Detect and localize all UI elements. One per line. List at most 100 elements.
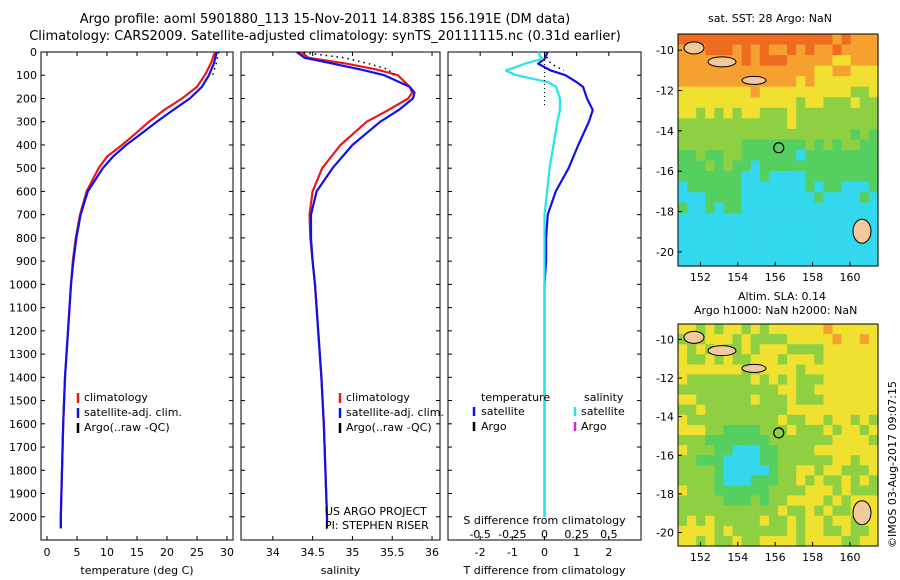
- sla-map-cell: [759, 374, 770, 386]
- sst-map-cell: [768, 244, 779, 256]
- sla-map-cell: [823, 535, 834, 547]
- title-line-2: Climatology: CARS2009. Satellite-adjuste…: [29, 29, 621, 44]
- sst-map-cell: [778, 128, 788, 140]
- sst-map-cell: [832, 160, 843, 172]
- sla-map-cell: [741, 475, 752, 487]
- ytick-label: 1000: [9, 278, 37, 291]
- sla-map-island: [741, 363, 767, 373]
- sst-map-cell: [805, 192, 815, 204]
- sst-map-cell: [714, 65, 725, 77]
- sla-map-cell: [841, 404, 852, 416]
- sst-map-cell: [796, 150, 806, 162]
- sst-map-cell: [832, 150, 843, 162]
- sst-map-ytick-label: -14: [656, 125, 674, 138]
- sla-map-cell: [732, 384, 743, 396]
- sst-map-cell: [850, 118, 861, 130]
- series-salinity-2: [298, 51, 395, 76]
- sst-map-cell: [805, 255, 815, 267]
- sst-map-cell: [832, 76, 843, 88]
- sst-map-cell: [859, 86, 870, 98]
- sst-map-cell: [787, 44, 797, 56]
- sla-map-cell: [805, 324, 815, 335]
- sla-map-cell: [732, 435, 743, 446]
- sst-map-cell: [778, 65, 788, 77]
- sst-map-cell: [841, 181, 852, 193]
- sla-map-cell: [796, 414, 806, 426]
- sst-map-cell: [868, 150, 879, 162]
- sla-map-cell: [759, 475, 770, 487]
- sal-legend-label: satellite-adj. clim.: [346, 406, 444, 419]
- sst-map-cell: [832, 244, 843, 256]
- sla-map-cell: [778, 465, 788, 476]
- sst-map-cell: [759, 255, 770, 267]
- sla-map-cell: [787, 404, 797, 416]
- sla-map-cell: [787, 354, 797, 365]
- sla-map-cell: [823, 404, 834, 416]
- sla-map-cell: [750, 485, 761, 497]
- sla-map-cell: [705, 404, 715, 416]
- sla-map-cell: [696, 475, 706, 487]
- sst-map-cell: [723, 86, 734, 98]
- sst-map-cell: [850, 86, 861, 98]
- sst-map-cell: [732, 192, 743, 204]
- sla-map-cell: [705, 334, 715, 345]
- sla-map-cell: [814, 324, 825, 335]
- sst-map-cell: [814, 34, 825, 46]
- sst-map-cell: [832, 223, 843, 235]
- sst-map-cell: [868, 223, 879, 235]
- sla-map-cell: [696, 364, 706, 376]
- sla-map-cell: [778, 384, 788, 396]
- sst-map-cell: [705, 171, 715, 183]
- sst-map-cell: [714, 97, 725, 109]
- sst-map-cell: [678, 160, 688, 172]
- sst-map-cell: [678, 150, 688, 162]
- sla-map-cell: [714, 404, 725, 416]
- sla-map-title-1: Altim. SLA: 0.14: [738, 290, 827, 303]
- sst-map-cell: [768, 107, 779, 119]
- sla-map-cell: [778, 455, 788, 466]
- sst-map-cell: [832, 44, 843, 56]
- sla-map-cell: [741, 485, 752, 497]
- sst-map-cell: [814, 86, 825, 98]
- sla-map-cell: [841, 485, 852, 497]
- sla-map-cell: [768, 394, 779, 406]
- sst-map-cell: [787, 234, 797, 246]
- sst-map-cell: [868, 118, 879, 130]
- sst-map-cell: [696, 192, 706, 204]
- sla-map-cell: [723, 364, 734, 376]
- sst-map-cell: [687, 139, 697, 151]
- sla-map-cell: [714, 465, 725, 476]
- sst-map-cell: [787, 192, 797, 204]
- sst-map-cell: [832, 234, 843, 246]
- sla-map-cell: [796, 525, 806, 537]
- sst-map-cell: [732, 213, 743, 225]
- sla-map-cell: [814, 334, 825, 345]
- sla-map-cell: [741, 384, 752, 396]
- sst-map-cell: [759, 55, 770, 67]
- sla-map-cell: [759, 515, 770, 527]
- sst-map-cell: [859, 107, 870, 119]
- sla-map-cell: [778, 495, 788, 507]
- sst-map-cell: [705, 65, 715, 77]
- xtick-label-temperature: 5: [74, 546, 81, 559]
- sst-map-cell: [778, 244, 788, 256]
- sla-map-cell: [823, 384, 834, 396]
- sla-map-cell: [696, 435, 706, 446]
- sla-map-cell: [814, 455, 825, 466]
- sla-map-cell: [705, 414, 715, 426]
- sst-map-cell: [741, 223, 752, 235]
- ytick-label: 1700: [9, 441, 37, 454]
- sla-map-cell: [814, 414, 825, 426]
- sla-map-cell: [850, 344, 861, 355]
- sla-map-cell: [832, 394, 843, 406]
- sla-map-cell: [696, 465, 706, 476]
- sla-map-cell: [850, 354, 861, 365]
- sla-map-cell: [759, 525, 770, 537]
- sla-map-cell: [832, 324, 843, 335]
- sla-map-cell: [850, 404, 861, 416]
- sla-map-cell: [859, 414, 870, 426]
- sla-map-cell: [832, 414, 843, 426]
- sst-map-cell: [741, 86, 752, 98]
- sla-map-cell: [805, 404, 815, 416]
- sst-map-cell: [741, 192, 752, 204]
